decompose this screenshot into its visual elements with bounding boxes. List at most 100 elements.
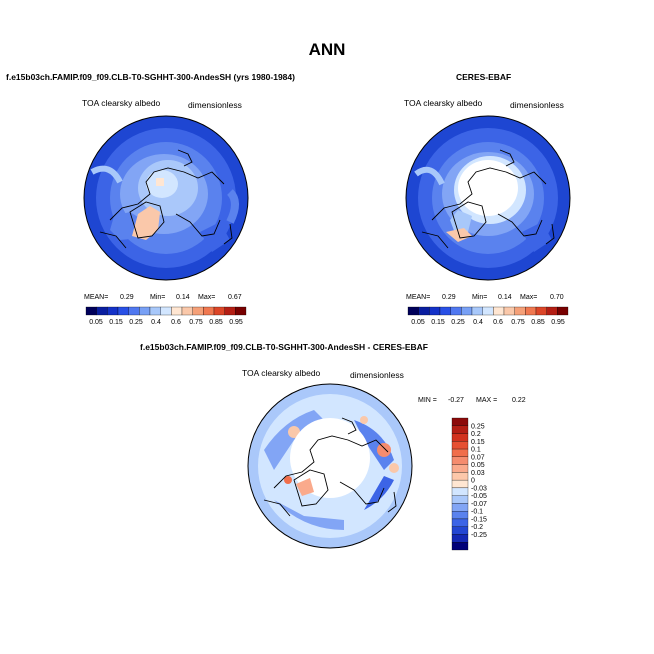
diff-max-label: MAX = — [476, 397, 498, 404]
diff-colorbar-box — [451, 495, 469, 504]
diff-max-value: 0.22 — [512, 397, 526, 404]
model-colorbar: 0.05 0.15 0.25 0.4 0.6 0.75 0.85 0.95 — [85, 306, 247, 326]
model-colorbar-box — [181, 306, 193, 316]
obs-panel-title: CERES-EBAF — [456, 72, 512, 82]
diff-colorbar-tick-label: -0.03 — [471, 485, 487, 492]
diff-colorbar-tick-label: -0.2 — [471, 524, 483, 531]
diff-colorbar-tick-label: 0.15 — [471, 439, 485, 446]
diff-colorbar-box — [451, 534, 469, 543]
obs-colorbar-box — [461, 306, 473, 316]
diff-colorbar-box — [451, 542, 469, 551]
obs-colorbar-tick-label: 0.85 — [531, 319, 545, 326]
obs-colorbar-box — [535, 306, 547, 316]
diff-variable-label: TOA clearsky albedo — [242, 368, 321, 378]
obs-units-label: dimensionless — [510, 100, 564, 110]
diff-colorbar: 0.250.20.150.10.070.050.030-0.03-0.05-0.… — [451, 417, 487, 551]
model-colorbar-box — [203, 306, 215, 316]
obs-colorbar: 0.05 0.15 0.25 0.4 0.6 0.75 0.85 0.95 — [407, 306, 569, 326]
obs-colorbar-tick-label: 0.15 — [431, 319, 445, 326]
obs-colorbar-tick-label: 0.75 — [511, 319, 525, 326]
obs-variable-label: TOA clearsky albedo — [404, 98, 483, 108]
model-colorbar-tick-label: 0.95 — [229, 319, 243, 326]
model-colorbar-tick-label: 0.6 — [171, 319, 181, 326]
model-colorbar-box — [149, 306, 161, 316]
obs-max-value: 0.70 — [550, 294, 564, 301]
obs-colorbar-box — [557, 306, 569, 316]
obs-colorbar-tick-label: 0.05 — [411, 319, 425, 326]
obs-colorbar-box — [407, 306, 419, 316]
diff-colorbar-tick-label: -0.05 — [471, 493, 487, 500]
obs-colorbar-box — [546, 306, 558, 316]
diff-polar-map — [247, 383, 413, 549]
model-max-label: Max= — [198, 294, 216, 301]
model-polar-map — [83, 115, 249, 281]
obs-colorbar-box — [514, 306, 526, 316]
diff-min-value: -0.27 — [448, 397, 464, 404]
model-panel-title: f.e15b03ch.FAMIP.f09_f09.CLB-T0-SGHHT-30… — [6, 72, 295, 82]
diff-colorbar-box — [451, 511, 469, 520]
diff-colorbar-box — [451, 503, 469, 512]
diff-colorbar-box — [451, 464, 469, 473]
diff-colorbar-box — [451, 448, 469, 457]
diff-colorbar-tick-label: 0.1 — [471, 447, 481, 454]
diff-panel-title: f.e15b03ch.FAMIP.f09_f09.CLB-T0-SGHHT-30… — [140, 342, 428, 352]
obs-colorbar-tick-label: 0.4 — [473, 319, 483, 326]
model-colorbar-tick-label: 0.05 — [89, 319, 103, 326]
obs-colorbar-box — [471, 306, 483, 316]
model-mean-label: MEAN= — [84, 294, 109, 301]
obs-mean-label: MEAN= — [406, 294, 431, 301]
model-colorbar-tick-label: 0.15 — [109, 319, 123, 326]
obs-colorbar-box — [429, 306, 441, 316]
diff-colorbar-tick-label: 0.05 — [471, 462, 485, 469]
diff-colorbar-box — [451, 417, 469, 426]
model-colorbar-box — [96, 306, 108, 316]
model-min-value: 0.14 — [176, 294, 190, 301]
model-max-value: 0.67 — [228, 294, 242, 301]
obs-polar-map — [405, 115, 571, 281]
figure-title: ANN — [308, 40, 346, 59]
diff-colorbar-box — [451, 433, 469, 442]
model-units-label: dimensionless — [188, 100, 242, 110]
model-colorbar-box — [128, 306, 140, 316]
diff-colorbar-box — [451, 526, 469, 535]
model-colorbar-box — [171, 306, 183, 316]
model-colorbar-tick-label: 0.25 — [129, 319, 143, 326]
obs-colorbar-tick-label: 0.25 — [451, 319, 465, 326]
obs-colorbar-box — [482, 306, 494, 316]
model-colorbar-box — [235, 306, 247, 316]
diff-min-label: MIN = — [418, 397, 437, 404]
diff-colorbar-tick-label: 0.07 — [471, 454, 485, 461]
obs-min-label: Min= — [472, 294, 488, 301]
diff-colorbar-tick-label: -0.15 — [471, 516, 487, 523]
obs-colorbar-tick-label: 0.95 — [551, 319, 565, 326]
diff-colorbar-tick-label: -0.25 — [471, 532, 487, 539]
model-variable-label: TOA clearsky albedo — [82, 98, 161, 108]
model-colorbar-box — [85, 306, 97, 316]
model-colorbar-tick-label: 0.75 — [189, 319, 203, 326]
obs-colorbar-box — [525, 306, 537, 316]
diff-colorbar-tick-label: 0 — [471, 478, 475, 485]
model-min-label: Min= — [150, 294, 166, 301]
model-colorbar-box — [107, 306, 119, 316]
obs-max-label: Max= — [520, 294, 538, 301]
model-mean-value: 0.29 — [120, 294, 134, 301]
obs-colorbar-box — [450, 306, 462, 316]
model-colorbar-box — [139, 306, 151, 316]
diff-colorbar-box — [451, 425, 469, 434]
model-colorbar-box — [160, 306, 172, 316]
diff-colorbar-box — [451, 487, 469, 496]
obs-colorbar-tick-label: 0.6 — [493, 319, 503, 326]
diff-colorbar-tick-label: 0.2 — [471, 431, 481, 438]
diff-colorbar-tick-label: 0.03 — [471, 470, 485, 477]
diff-colorbar-box — [451, 441, 469, 450]
diff-units-label: dimensionless — [350, 370, 404, 380]
model-colorbar-tick-label: 0.4 — [151, 319, 161, 326]
diff-colorbar-box — [451, 479, 469, 489]
model-colorbar-tick-label: 0.85 — [209, 319, 223, 326]
diff-colorbar-box — [451, 472, 469, 481]
obs-min-value: 0.14 — [498, 294, 512, 301]
model-colorbar-box — [117, 306, 129, 316]
obs-colorbar-box — [503, 306, 515, 316]
obs-colorbar-box — [418, 306, 430, 316]
model-colorbar-box — [192, 306, 204, 316]
